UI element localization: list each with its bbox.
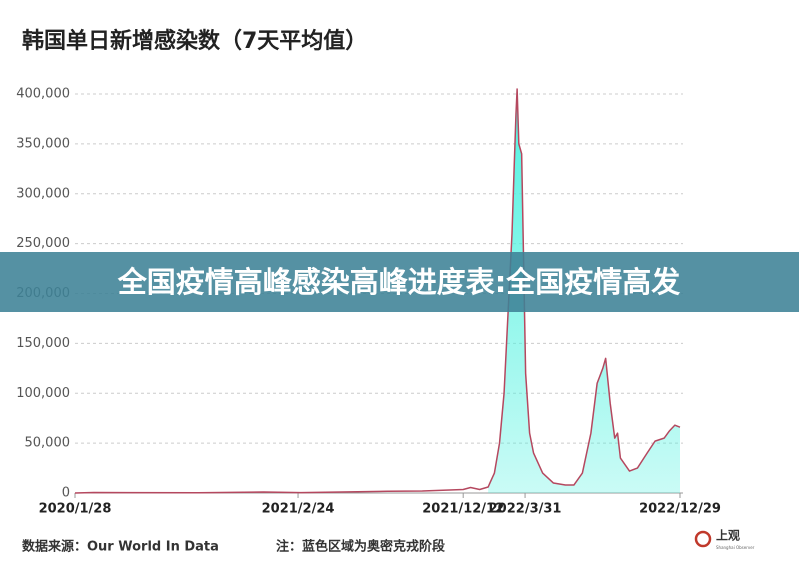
series-line: [74, 88, 681, 494]
chart-title: 韩国单日新增感染数（7天平均值）: [22, 28, 367, 54]
x-tick-label: 2021/12/12: [422, 502, 504, 517]
y-tick-label: 400,000: [16, 87, 70, 102]
x-tick-label: 2021/2/24: [262, 502, 335, 517]
y-tick-label: 300,000: [16, 186, 70, 201]
source: 数据来源：Our World In Data: [22, 539, 219, 555]
logo-name: 上观: [716, 528, 740, 543]
logo-icon: [694, 530, 712, 548]
logo-subtitle: Shanghai Observer: [716, 545, 755, 550]
x-tick-label: 2020/1/28: [39, 502, 112, 517]
x-tick-label: 2022/12/29: [639, 502, 721, 517]
highlight-area: [488, 89, 680, 493]
y-tick-label: 0: [62, 486, 70, 501]
banner: 全国疫情高峰感染高峰进度表:全国疫情高发: [117, 265, 681, 299]
x-tick-label: 2022/3/31: [489, 502, 562, 517]
y-tick-label: 100,000: [16, 386, 70, 401]
y-tick-label: 350,000: [16, 136, 70, 151]
banner-bg: [0, 252, 799, 312]
note: 注：蓝色区域为奥密克戎阶段: [276, 539, 445, 555]
y-tick-label: 50,000: [25, 436, 71, 451]
y-tick-label: 250,000: [16, 236, 70, 251]
y-tick-label: 150,000: [16, 336, 70, 351]
